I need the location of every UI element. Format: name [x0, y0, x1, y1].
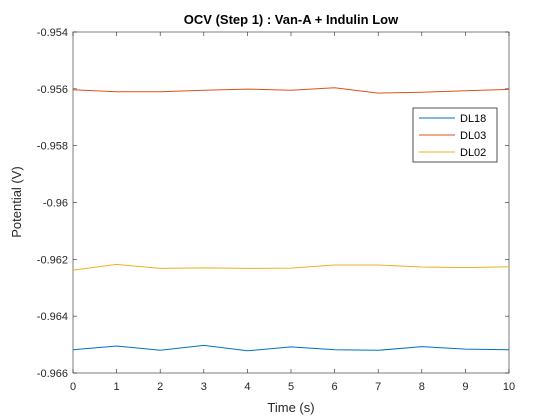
y-tick-label: -0.954 [37, 27, 68, 39]
y-tick-label: -0.958 [37, 141, 68, 153]
legend-label-dl03: DL03 [460, 130, 486, 142]
x-tick-label: 1 [114, 381, 120, 393]
x-tick-label: 8 [419, 381, 425, 393]
legend-label-dl02: DL02 [460, 147, 486, 159]
y-axis: -0.954 -0.956 -0.958 -0.96 -0.962 -0.964 -0.96… [37, 27, 509, 380]
x-tick-label: 7 [375, 381, 381, 393]
y-tick-label: -0.96 [43, 198, 68, 210]
x-tick-label: 9 [462, 381, 468, 393]
x-axis-title: Time (s) [267, 400, 314, 415]
x-tick-label: 3 [201, 381, 207, 393]
chart-title: OCV (Step 1) : Van-A + Indulin Low [184, 12, 399, 27]
y-axis-title: Potential (V) [9, 166, 24, 238]
plot-area [72, 31, 510, 374]
y-tick-label: -0.956 [37, 84, 68, 96]
x-tick-label: 2 [157, 381, 163, 393]
x-tick-label: 5 [288, 381, 294, 393]
x-axis: 0 1 2 3 4 5 6 7 8 9 10 [70, 32, 515, 393]
y-tick-label: -0.966 [37, 368, 68, 380]
y-tick-label: -0.964 [37, 311, 68, 323]
x-tick-label: 0 [70, 381, 76, 393]
series-line-dl03 [72, 87, 510, 94]
x-tick-label: 10 [503, 381, 515, 393]
legend-label-dl18: DL18 [460, 113, 486, 125]
x-tick-label: 6 [332, 381, 338, 393]
series-layer [72, 87, 510, 352]
series-line-dl02 [72, 263, 510, 271]
y-tick-label: -0.962 [37, 254, 68, 266]
series-line-dl18 [72, 344, 510, 352]
x-tick-label: 4 [244, 381, 250, 393]
legend: DL18 DL03 DL02 [412, 107, 498, 163]
